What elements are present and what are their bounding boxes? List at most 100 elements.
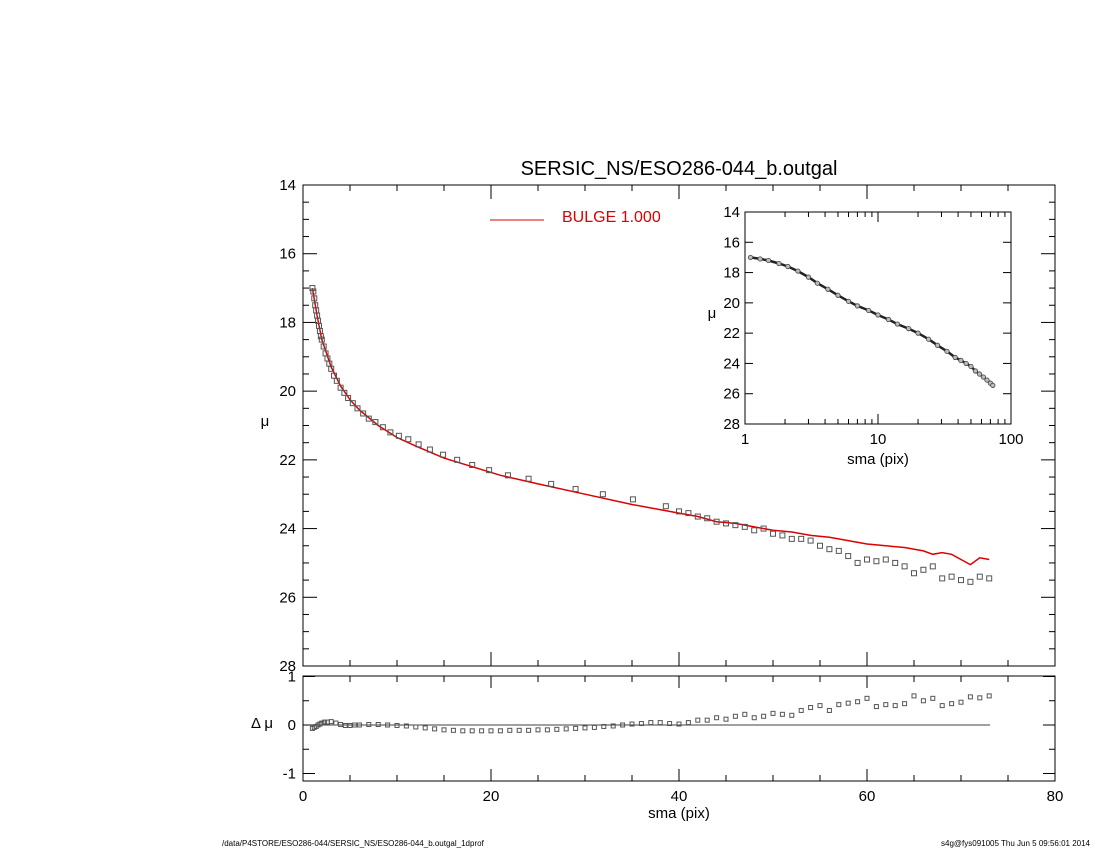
residual-data-point [883, 702, 889, 708]
inset-data-point [845, 298, 852, 304]
inset-data-point [854, 303, 860, 309]
residual-data-point [573, 725, 579, 731]
main-data-point [826, 546, 833, 553]
residual-data-point [742, 711, 748, 717]
main-data-point [415, 441, 422, 448]
inset-y-tick-label: 28 [723, 416, 740, 433]
inset-y-label: μ [708, 305, 717, 322]
main-data-point [525, 475, 532, 482]
inset-plot-frame [744, 211, 1012, 425]
residual-data-point [319, 720, 325, 726]
residual-data-point [394, 722, 400, 728]
main-data-point [405, 436, 412, 443]
chart-title: SERSIC_NS/ESO286-044_b.outgal [521, 158, 838, 180]
residual-data-point [751, 715, 757, 721]
residual-y-tick-label: -1 [283, 766, 296, 783]
main-data-point [751, 527, 758, 534]
main-data-point [685, 510, 692, 517]
main-data-point [713, 518, 720, 525]
main-data-point [779, 532, 786, 539]
residual-data-point [657, 720, 663, 726]
inset-data-point [835, 292, 841, 298]
residual-data-point [385, 722, 391, 728]
main-data-point [548, 480, 555, 487]
residual-x-tick-label: 40 [671, 788, 688, 805]
residual-x-tick-label: 60 [859, 788, 876, 805]
inset-y-tick-label: 22 [723, 325, 740, 342]
main-data-point [835, 547, 842, 554]
residual-data-point [930, 695, 936, 701]
residual-data-point [723, 716, 729, 722]
inset-data-point [866, 307, 872, 314]
residual-data-point [826, 707, 832, 713]
inset-y-tick-label: 14 [723, 204, 740, 221]
residual-data-point [356, 722, 362, 728]
residual-data-point [648, 720, 654, 726]
main-data-point [572, 486, 579, 493]
footer-file-path: /data/P4STORE/ESO286-044/SERSIC_NS/ESO28… [222, 839, 485, 848]
inset-y-tick-labels: 14 16 18 20 22 24 26 28 [723, 204, 740, 433]
inset-x-label: sma (pix) [847, 451, 909, 468]
inset-data-points [747, 254, 996, 388]
main-data-point [948, 573, 955, 580]
residual-data-point [685, 720, 691, 726]
inset-data-point [934, 342, 941, 348]
inset-data-point [747, 254, 754, 261]
residual-data-point [789, 712, 795, 718]
main-data-point [694, 513, 701, 520]
main-data-point [372, 419, 379, 426]
residual-data-point [845, 700, 851, 706]
residual-data-point [488, 728, 494, 734]
main-data-point [365, 415, 372, 422]
residual-data-point [333, 720, 339, 726]
residual-data-point [911, 693, 917, 699]
residual-data-point [591, 724, 597, 730]
main-data-point [454, 456, 461, 463]
inset-data-point [875, 312, 881, 318]
residual-data-point [601, 723, 607, 729]
residual-data-point [986, 693, 992, 699]
main-data-point [310, 288, 317, 295]
main-y-tick-labels: 14 16 18 20 22 24 26 28 [279, 177, 296, 675]
inset-data-point [925, 336, 932, 342]
main-data-point [882, 556, 889, 563]
inset-data-point [963, 360, 969, 367]
inset-data-point [785, 263, 791, 270]
main-data-point [360, 410, 367, 417]
main-data-point [807, 537, 814, 544]
residual-data-point [620, 722, 626, 728]
main-data-point [976, 573, 983, 580]
residual-data-point [338, 722, 344, 728]
residual-data-point [695, 717, 701, 723]
main-data-point [864, 556, 870, 563]
residual-data-point [526, 727, 532, 733]
residual-y-tick-label: 0 [288, 717, 296, 734]
main-data-point [741, 523, 748, 530]
inset-data-point [976, 371, 983, 377]
inset-data-point [972, 368, 979, 374]
residual-x-tick-label: 20 [483, 788, 500, 805]
residual-x-tick-labels: 0 20 40 60 80 [299, 788, 1064, 805]
main-y-tick-label: 20 [279, 383, 296, 400]
residual-data-point [342, 722, 348, 728]
main-y-tick-label: 24 [279, 521, 296, 538]
inset-x-tick-label: 10 [870, 431, 887, 448]
inset-panel: 14 16 18 20 22 24 26 28 1 10 100 μ sma (pix) [708, 204, 1024, 468]
residual-data-point [460, 728, 466, 734]
residual-data-point [873, 704, 879, 710]
main-y-tick-label: 18 [279, 314, 296, 331]
residual-data-points [309, 693, 992, 734]
main-data-point [704, 515, 711, 522]
main-data-point [320, 343, 327, 350]
residual-data-point [967, 694, 973, 700]
residual-data-point [479, 728, 485, 734]
residual-data-point [322, 719, 328, 725]
inset-data-point [990, 382, 996, 388]
residual-data-point [977, 695, 983, 701]
residual-data-point [432, 726, 438, 732]
residual-data-point [375, 722, 381, 728]
inset-data-point [984, 377, 990, 383]
main-data-point [873, 558, 880, 565]
residual-data-point [732, 713, 738, 719]
residual-data-point [413, 724, 419, 730]
